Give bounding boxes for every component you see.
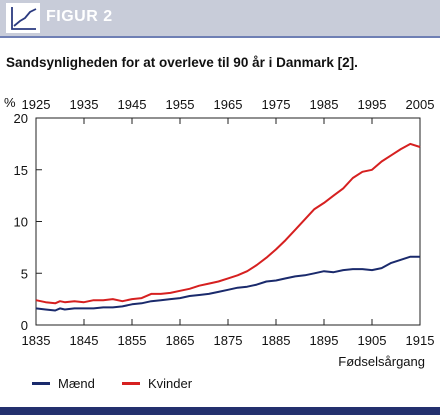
series-line-maend xyxy=(35,255,420,312)
x-tick-label: 1835 xyxy=(22,333,51,348)
y-tick-label: 10 xyxy=(14,215,28,230)
top-axis-tick-label: 2005 xyxy=(406,97,435,112)
top-axis-tick-label: 1925 xyxy=(22,97,51,112)
figure-header: FIGUR 2 xyxy=(0,0,440,36)
x-tick-label: 1885 xyxy=(262,333,291,348)
y-tick-label: 0 xyxy=(21,318,28,333)
top-axis-tick-label: 1955 xyxy=(166,97,195,112)
footer-divider xyxy=(0,407,440,415)
x-tick-label: 1865 xyxy=(166,333,195,348)
series-line-kvinder xyxy=(35,142,421,305)
figure-caption: Sandsynligheden for at overleve til 90 å… xyxy=(6,55,358,70)
header-divider xyxy=(0,36,440,38)
top-axis-tick-label: 1945 xyxy=(118,97,147,112)
x-tick-label: 1875 xyxy=(214,333,243,348)
x-tick-label: 1895 xyxy=(310,333,339,348)
top-axis-tick-label: 1995 xyxy=(358,97,387,112)
legend-item-kvinder: Kvinder xyxy=(122,374,192,392)
line-chart: 0 5 10 15 20% 1835 1845 1855 1865 1875 1885 1895 190… xyxy=(4,95,435,369)
y-tick-label: 20 xyxy=(14,111,28,126)
y-tick-label: 5 xyxy=(21,266,28,281)
figure-label: FIGUR 2 xyxy=(46,8,113,25)
x-tick-label: 1845 xyxy=(70,333,99,348)
legend-swatch-kvinder xyxy=(122,381,140,385)
legend-label-kvinder: Kvinder xyxy=(148,375,193,391)
legend-swatch-maend xyxy=(32,381,50,385)
top-axis-tick-label: 1975 xyxy=(262,97,291,112)
top-axis-tick-label: 1965 xyxy=(214,97,243,112)
legend-item-maend: Mænd xyxy=(32,374,95,392)
top-axis-tick-label: 1935 xyxy=(70,97,99,112)
x-tick-label: 1855 xyxy=(118,333,147,348)
top-axis-tick-label: 1985 xyxy=(310,97,339,112)
legend-label-maend: Mænd xyxy=(58,375,95,391)
y-axis-label: % xyxy=(4,95,16,110)
x-axis-label: Fødselsårgang xyxy=(338,354,425,369)
line-chart-icon xyxy=(6,3,40,33)
x-tick-label: 1905 xyxy=(358,333,387,348)
plot-frame xyxy=(35,117,421,326)
x-tick-label: 1915 xyxy=(406,333,435,348)
y-tick-label: 15 xyxy=(14,163,28,178)
